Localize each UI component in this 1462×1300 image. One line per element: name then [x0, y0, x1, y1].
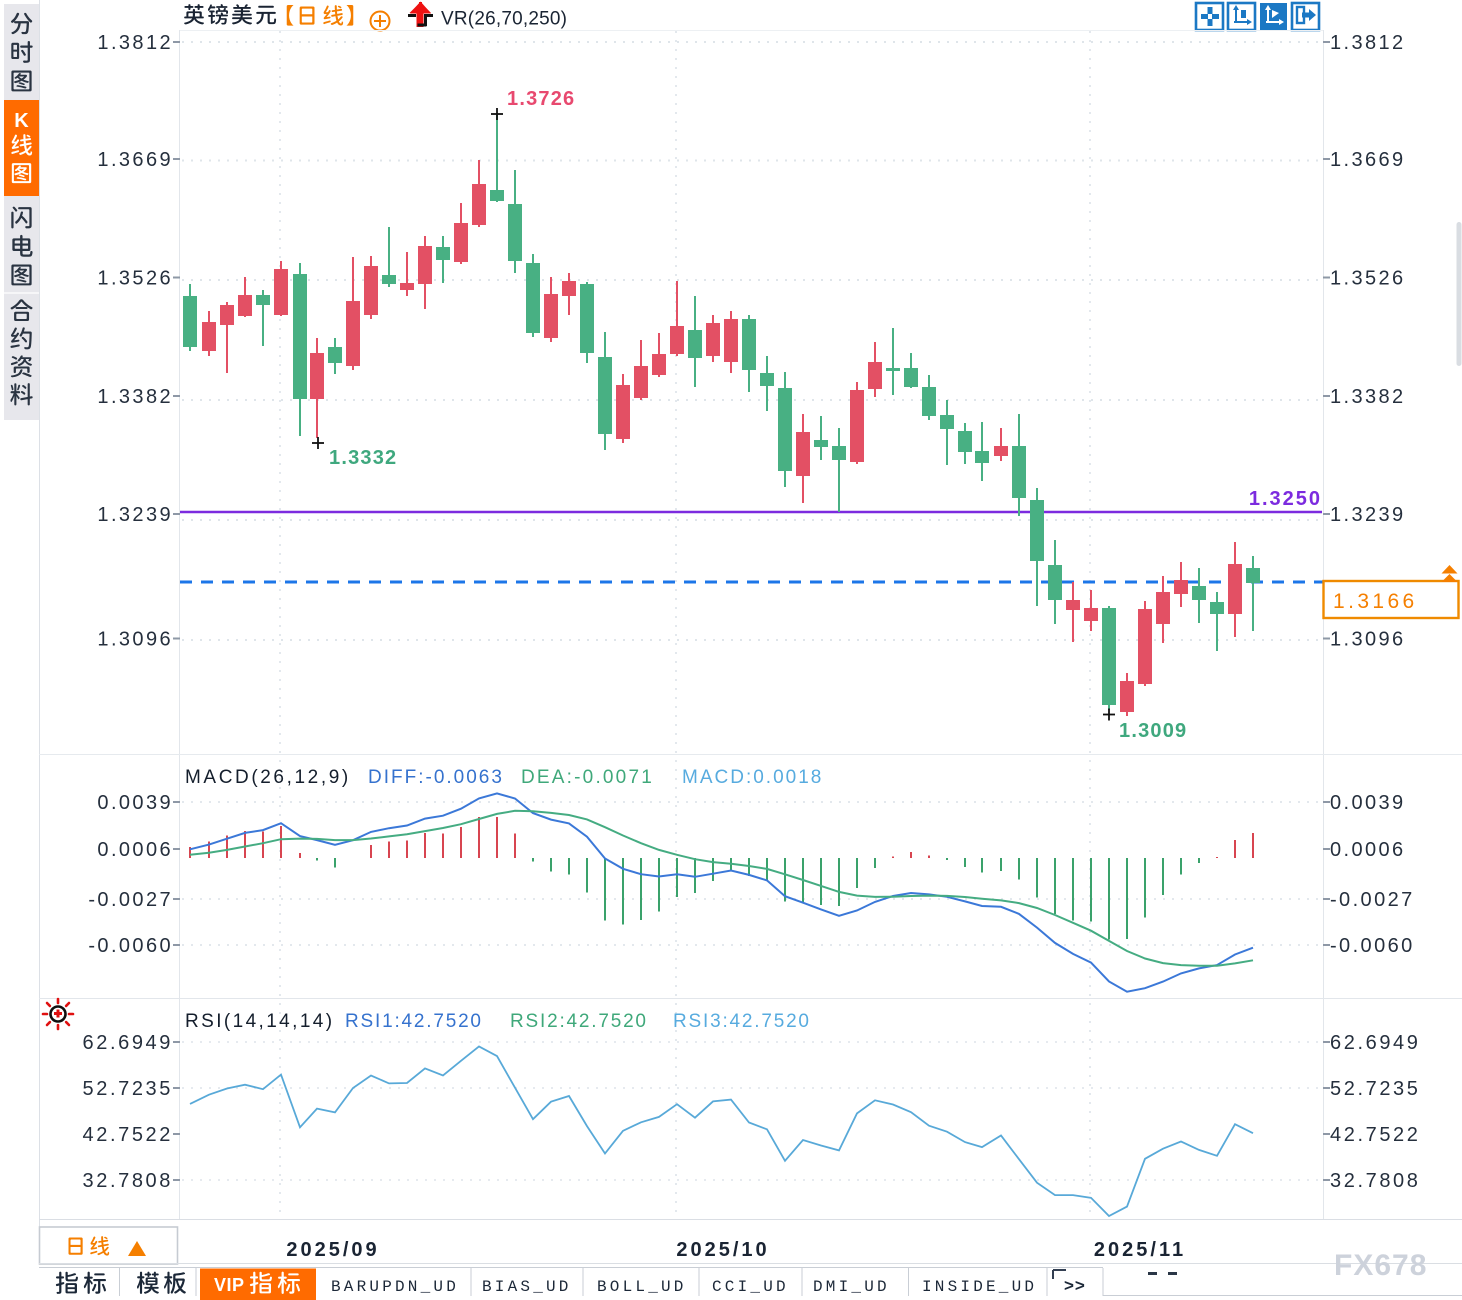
svg-text:1.3812: 1.3812	[97, 32, 173, 54]
svg-text:DEA:-0.0071: DEA:-0.0071	[521, 767, 654, 788]
svg-text:RSI(14,14,14): RSI(14,14,14)	[185, 1011, 335, 1032]
svg-text:1.3669: 1.3669	[1330, 149, 1406, 171]
svg-text:MACD(26,12,9): MACD(26,12,9)	[185, 767, 351, 788]
svg-text:0.0006: 0.0006	[1330, 839, 1406, 861]
svg-text:BOLL_UD: BOLL_UD	[597, 1278, 687, 1296]
svg-text:1.3526: 1.3526	[97, 268, 173, 290]
svg-text:52.7235: 52.7235	[1330, 1078, 1421, 1100]
svg-text:RSI1:42.7520: RSI1:42.7520	[345, 1011, 483, 1032]
svg-text:DMI_UD: DMI_UD	[813, 1278, 890, 1296]
svg-text:2025/09: 2025/09	[286, 1239, 379, 1261]
svg-text:VR(26,70,250): VR(26,70,250)	[441, 9, 567, 30]
svg-text:1.3166: 1.3166	[1333, 590, 1418, 613]
svg-text:62.6949: 62.6949	[83, 1032, 174, 1054]
svg-text:CCI_UD: CCI_UD	[712, 1278, 789, 1296]
svg-text:1.3250: 1.3250	[1249, 488, 1322, 510]
svg-text:MACD:0.0018: MACD:0.0018	[682, 767, 823, 788]
svg-text:1.3009: 1.3009	[1119, 720, 1187, 742]
svg-text:-0.0060: -0.0060	[1330, 935, 1415, 957]
svg-text:RSI3:42.7520: RSI3:42.7520	[673, 1011, 811, 1032]
svg-text:1.3239: 1.3239	[97, 504, 173, 526]
svg-text:1.3382: 1.3382	[1330, 386, 1406, 408]
svg-text:0.0006: 0.0006	[97, 839, 173, 861]
svg-text:VIP: VIP	[214, 1275, 245, 1295]
svg-text:K: K	[14, 110, 29, 132]
svg-text:0.0039: 0.0039	[1330, 792, 1406, 814]
svg-text:1.3096: 1.3096	[97, 629, 173, 651]
svg-text:1.3096: 1.3096	[1330, 629, 1406, 651]
svg-text:42.7522: 42.7522	[83, 1124, 174, 1146]
svg-text:1.3812: 1.3812	[1330, 32, 1406, 54]
svg-text:62.6949: 62.6949	[1330, 1032, 1421, 1054]
svg-text:DIFF:-0.0063: DIFF:-0.0063	[368, 767, 504, 788]
svg-text:2025/10: 2025/10	[676, 1239, 769, 1261]
svg-text:-0.0027: -0.0027	[1330, 889, 1415, 911]
svg-text:1.3669: 1.3669	[97, 149, 173, 171]
svg-text:FX678: FX678	[1334, 1249, 1427, 1282]
svg-text:2025/11: 2025/11	[1094, 1239, 1186, 1261]
svg-text:1.3239: 1.3239	[1330, 504, 1406, 526]
svg-text:INSIDE_UD: INSIDE_UD	[922, 1278, 1037, 1296]
svg-text:42.7522: 42.7522	[1330, 1124, 1421, 1146]
svg-text:1.3332: 1.3332	[329, 447, 397, 469]
svg-text:-0.0027: -0.0027	[88, 889, 173, 911]
svg-text:BARUPDN_UD: BARUPDN_UD	[331, 1278, 459, 1296]
svg-text:52.7235: 52.7235	[83, 1078, 174, 1100]
svg-text:0.0039: 0.0039	[97, 792, 173, 814]
svg-text:32.7808: 32.7808	[83, 1170, 174, 1192]
svg-text:1.3726: 1.3726	[507, 88, 575, 110]
svg-text:RSI2:42.7520: RSI2:42.7520	[510, 1011, 648, 1032]
svg-text:1.3526: 1.3526	[1330, 268, 1406, 290]
svg-text:32.7808: 32.7808	[1330, 1170, 1421, 1192]
svg-text:-0.0060: -0.0060	[88, 935, 173, 957]
svg-text:>>: >>	[1064, 1276, 1086, 1295]
svg-text:BIAS_UD: BIAS_UD	[482, 1278, 572, 1296]
svg-text:1.3382: 1.3382	[97, 386, 173, 408]
